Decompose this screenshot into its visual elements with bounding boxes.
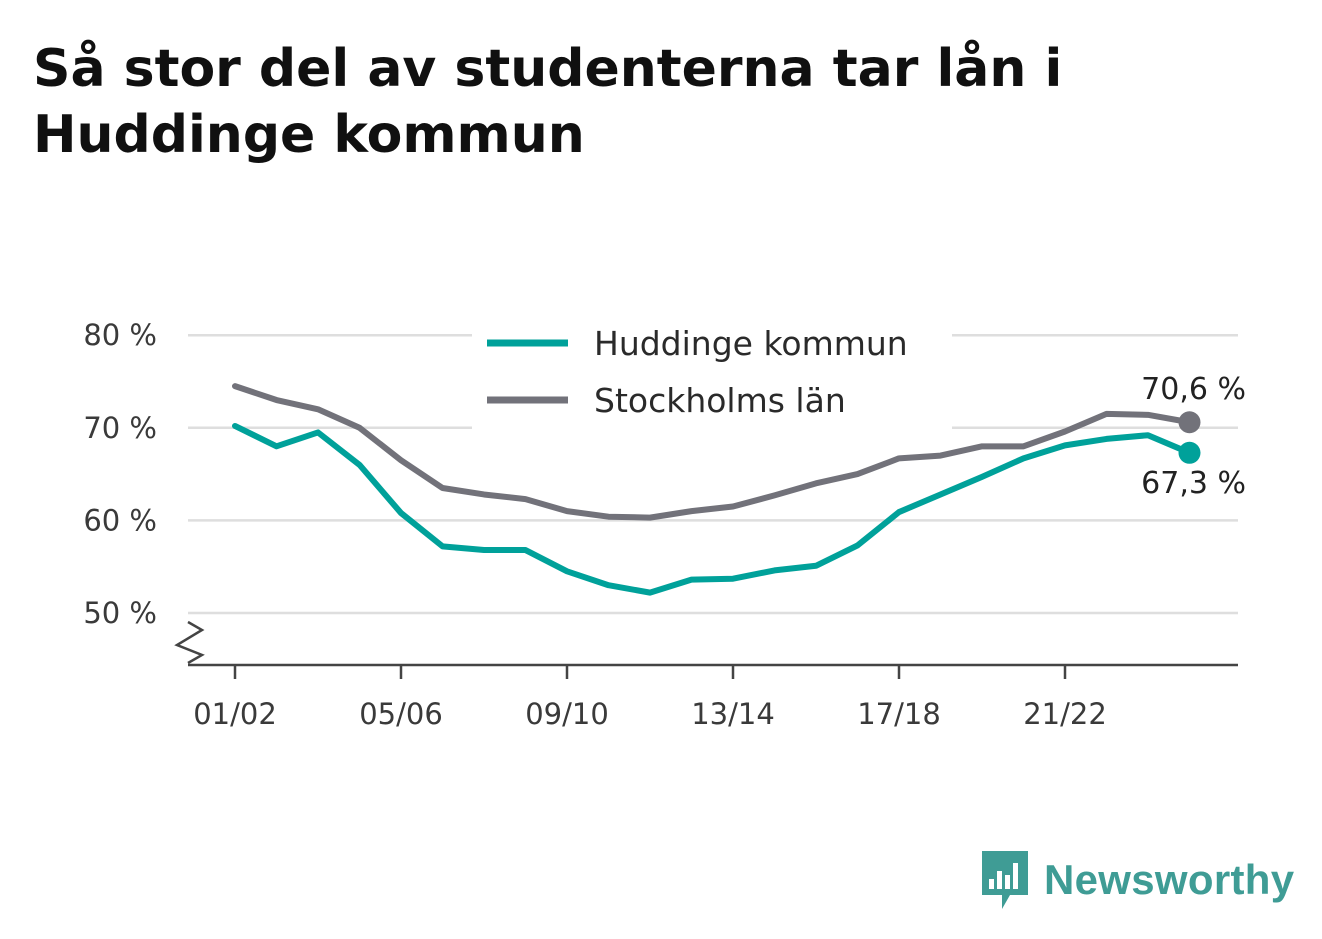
x-tick-label: 21/22 bbox=[1023, 697, 1107, 731]
legend-label: Huddinge kommun bbox=[594, 324, 908, 363]
x-axis-tick-labels: 01/02 05/06 09/10 13/14 17/18 21/22 bbox=[193, 697, 1107, 731]
x-tick-label: 01/02 bbox=[193, 697, 277, 731]
x-tick-label: 13/14 bbox=[691, 697, 775, 731]
newsworthy-logo-icon bbox=[982, 851, 1028, 909]
end-value-labels: 67,3 % 70,6 % bbox=[1141, 372, 1246, 501]
y-tick-label: 80 % bbox=[83, 318, 157, 352]
series-end-point bbox=[1178, 411, 1201, 434]
series-lines bbox=[232, 383, 1201, 596]
series-line bbox=[232, 383, 1193, 521]
brand-name: Newsworthy bbox=[1044, 856, 1295, 903]
legend: Huddinge kommun Stockholms län bbox=[472, 318, 952, 436]
end-value-label: 67,3 % bbox=[1141, 466, 1246, 501]
axis-break-mark bbox=[174, 620, 205, 665]
x-tick-label: 05/06 bbox=[359, 697, 443, 731]
legend-label: Stockholms län bbox=[594, 381, 846, 420]
legend-background bbox=[472, 318, 952, 436]
brand-logo: Newsworthy bbox=[980, 848, 1294, 912]
series-end-point bbox=[1178, 441, 1201, 464]
y-axis-tick-labels: 50 % 60 % 70 % 80 % bbox=[83, 318, 157, 630]
x-axis bbox=[174, 620, 1238, 679]
chart-title: Så stor del av studenterna tar lån i Hud… bbox=[33, 39, 1063, 165]
y-tick-label: 60 % bbox=[83, 503, 157, 537]
series-line bbox=[232, 422, 1193, 596]
x-tick-label: 09/10 bbox=[525, 697, 609, 731]
y-tick-label: 70 % bbox=[83, 411, 157, 445]
x-tick-label: 17/18 bbox=[857, 697, 941, 731]
y-tick-label: 50 % bbox=[83, 596, 157, 630]
end-value-label: 70,6 % bbox=[1141, 372, 1246, 407]
